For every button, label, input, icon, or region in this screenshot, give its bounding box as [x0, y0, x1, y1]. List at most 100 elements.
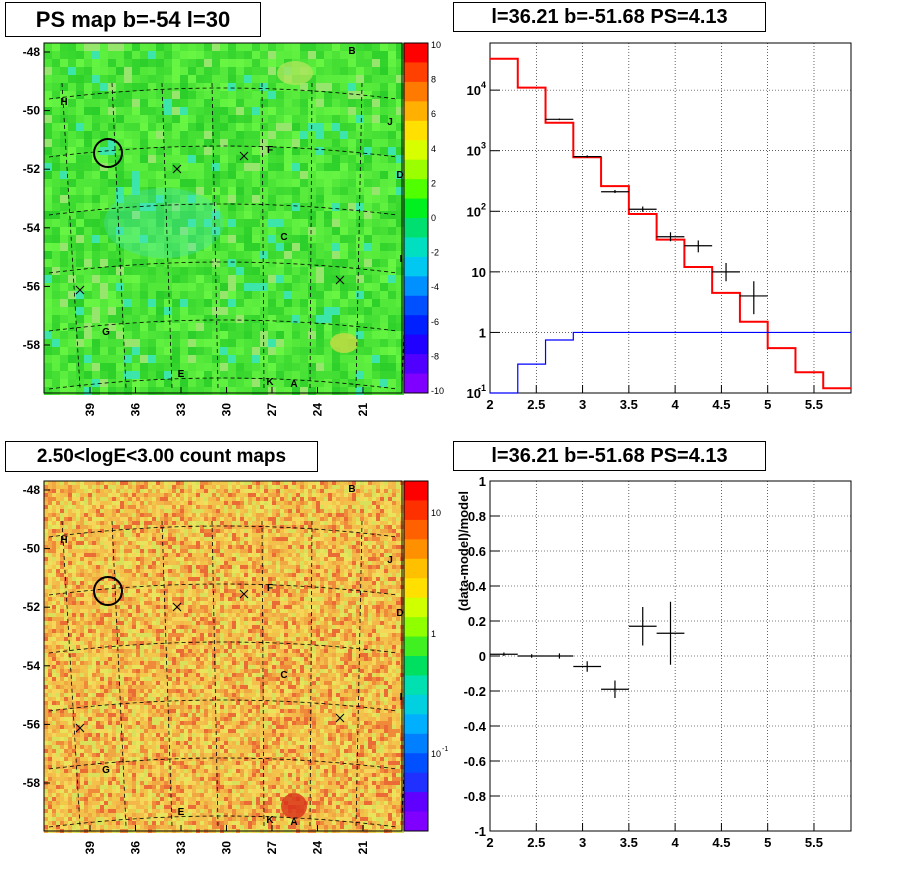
map_bottom-pixel	[144, 793, 148, 797]
map_bottom-pixel	[56, 653, 60, 657]
map_bottom-pixel	[64, 541, 68, 545]
map_top-pixel	[300, 323, 308, 331]
map_top-pixel	[204, 371, 212, 379]
map_bottom-pixel	[60, 677, 64, 681]
map_bottom-pixel	[132, 573, 136, 577]
map_top-pixel	[84, 43, 92, 51]
map_top-pixel	[204, 115, 212, 123]
map_top-grid-lat	[48, 203, 398, 216]
map_bottom-pixel	[136, 513, 140, 517]
map_bottom-pixel	[96, 513, 100, 517]
map_bottom-pixel	[76, 753, 80, 757]
map_bottom-pixel	[84, 761, 88, 765]
map_bottom-pixel	[140, 577, 144, 581]
map_top-pixel	[100, 43, 108, 51]
map_top-pixel	[84, 243, 92, 251]
map_top-pixel	[92, 147, 100, 155]
map_bottom-pixel	[120, 817, 124, 821]
map_top-pixel	[372, 163, 380, 171]
map_bottom-pixel	[92, 769, 96, 773]
map_bottom-pixel	[140, 749, 144, 753]
map_bottom-pixel	[164, 709, 168, 713]
map_bottom-pixel	[128, 585, 132, 589]
map_top-pixel	[124, 99, 132, 107]
map_top-pixel	[388, 227, 396, 235]
map_top-pixel	[124, 371, 132, 379]
map_top-pixel	[108, 347, 116, 355]
map_bottom-pixel	[104, 517, 108, 521]
map_bottom-pixel	[52, 789, 56, 793]
map_bottom-pixel	[96, 681, 100, 685]
map_bottom-pixel	[96, 705, 100, 709]
map_bottom-pixel	[140, 541, 144, 545]
map_bottom-pixel	[96, 649, 100, 653]
map_top-pixel	[100, 203, 108, 211]
map_bottom-pixel	[56, 541, 60, 545]
map_top-pixel	[124, 179, 132, 187]
map_bottom-pixel	[80, 625, 84, 629]
map_top-pixel	[388, 355, 396, 363]
map_top-pixel	[236, 171, 244, 179]
map_bottom-pixel	[60, 813, 64, 817]
map_bottom-pixel	[148, 597, 152, 601]
map_top-pixel	[100, 299, 108, 307]
map_top-pixel	[92, 179, 100, 187]
map_bottom-pixel	[68, 713, 72, 717]
map_bottom-pixel	[72, 689, 76, 693]
map_bottom-pixel	[108, 653, 112, 657]
map_top-pixel	[356, 243, 364, 251]
map_top-pixel	[316, 203, 324, 211]
map_bottom-pixel	[108, 557, 112, 561]
map_bottom-pixel	[80, 621, 84, 625]
map_bottom-pixel	[60, 673, 64, 677]
map_bottom-pixel	[92, 725, 96, 729]
map_bottom-pixel	[128, 689, 132, 693]
map_top-colorbar-label: 2	[431, 178, 436, 188]
map_top-pixel	[220, 155, 228, 163]
map_bottom-pixel	[140, 681, 144, 685]
map_top-pixel	[284, 115, 292, 123]
map_bottom-pixel	[56, 697, 60, 701]
map_top-pixel	[380, 131, 388, 139]
map_bottom-pixel	[64, 593, 68, 597]
map_bottom-pixel	[172, 697, 176, 701]
map_bottom-pixel	[76, 489, 80, 493]
map_bottom-pixel	[80, 825, 84, 829]
map_bottom-pixel	[128, 573, 132, 577]
map_top-pixel	[180, 59, 188, 67]
map_top-pixel	[76, 51, 84, 59]
map_top-pixel	[196, 227, 204, 235]
map_bottom-pixel	[80, 585, 84, 589]
map_bottom-pixel	[116, 605, 120, 609]
map_bottom-pixel	[44, 697, 48, 701]
map_top-pixel	[108, 99, 116, 107]
map_top-pixel	[140, 187, 148, 195]
map_bottom-pixel	[132, 797, 136, 801]
map_bottom-pixel	[160, 797, 164, 801]
map_bottom-pixel	[152, 581, 156, 585]
map_bottom-pixel	[96, 721, 100, 725]
map_bottom-pixel	[176, 489, 180, 493]
map_top-grid-lat	[48, 145, 398, 158]
map_bottom-pixel	[88, 493, 92, 497]
map_bottom-pixel	[140, 553, 144, 557]
map_top-pixel	[396, 323, 404, 331]
map_top-pixel	[332, 171, 340, 179]
map_bottom-pixel	[100, 561, 104, 565]
map_top-pixel	[324, 147, 332, 155]
map_bottom-pixel	[80, 577, 84, 581]
map_bottom-pixel	[140, 729, 144, 733]
map_bottom-pixel	[156, 713, 160, 717]
map_top-pixel	[212, 171, 220, 179]
map_bottom-pixel	[48, 485, 52, 489]
map_top-pixel	[284, 139, 292, 147]
map_bottom-pixel	[100, 773, 104, 777]
map_top-pixel	[260, 275, 268, 283]
map_bottom-pixel	[168, 817, 172, 821]
map_top-pixel	[180, 179, 188, 187]
map_top-pixel	[308, 155, 316, 163]
map_top-pixel	[124, 83, 132, 91]
map_top-pixel	[372, 371, 380, 379]
map_bottom-pixel	[48, 617, 52, 621]
map_top-marker-D: D	[396, 170, 403, 181]
